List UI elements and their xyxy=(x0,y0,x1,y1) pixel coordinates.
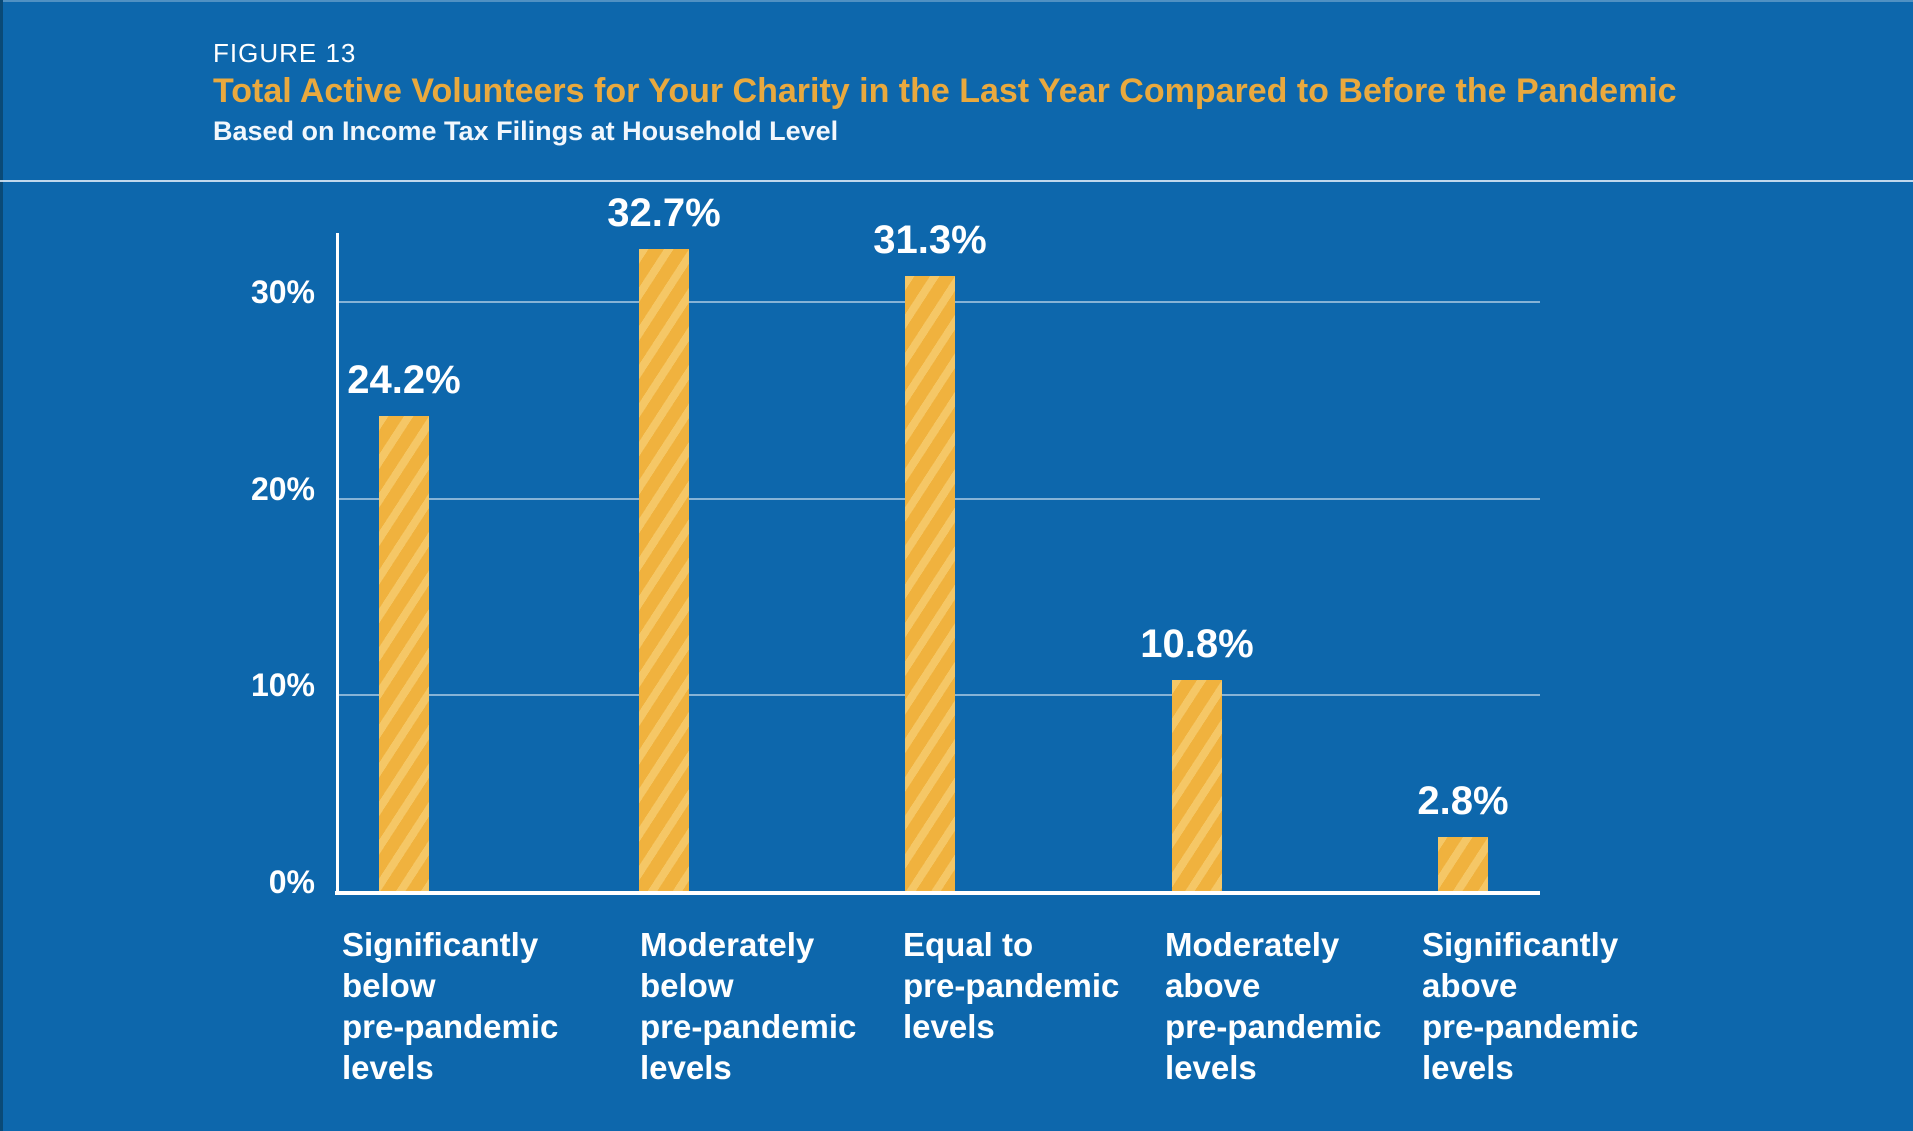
category-label-line: below xyxy=(342,967,436,1004)
bar-value-label: 31.3% xyxy=(873,218,987,262)
category-label-line: pre-pandemic xyxy=(1165,1008,1382,1045)
category-label-line: Significantly xyxy=(342,926,539,963)
category-label: Moderately below pre-pandemic levels xyxy=(640,924,890,1088)
y-tick-label: 30% xyxy=(250,273,315,310)
bar xyxy=(379,416,429,892)
category-label-line: Equal to xyxy=(903,926,1034,963)
y-tick-label: 0% xyxy=(268,864,315,900)
category-label: Significantly above pre-pandemic levels xyxy=(1422,924,1672,1088)
category-label-line: pre-pandemic xyxy=(1422,1008,1639,1045)
page-left-edge xyxy=(0,0,3,1131)
bar-value-label: 10.8% xyxy=(1140,622,1254,666)
category-label-line: Moderately xyxy=(1165,926,1340,963)
header-divider-line xyxy=(0,180,1913,182)
category-label: Moderately above pre-pandemic levels xyxy=(1165,924,1415,1088)
category-label-line: above xyxy=(1422,967,1518,1004)
figure-number-label: FIGURE 13 xyxy=(213,38,357,68)
bar xyxy=(905,276,955,892)
figure-subtitle: Based on Income Tax Filings at Household… xyxy=(213,116,839,146)
y-axis-line xyxy=(336,233,339,895)
y-tick-label: 20% xyxy=(250,470,315,507)
category-label-line: pre-pandemic xyxy=(342,1008,559,1045)
category-label: Significantly below pre-pandemic levels xyxy=(342,924,592,1088)
category-label-line: below xyxy=(640,967,734,1004)
category-label-line: pre-pandemic xyxy=(903,967,1120,1004)
category-label-line: levels xyxy=(1165,1049,1257,1086)
bar xyxy=(639,249,689,892)
category-label-line: levels xyxy=(342,1049,434,1086)
category-label-line: levels xyxy=(640,1049,732,1086)
category-label-line: levels xyxy=(903,1008,995,1045)
category-label-line: Moderately xyxy=(640,926,815,963)
category-label-line: Significantly xyxy=(1422,926,1619,963)
bar-value-label: 32.7% xyxy=(607,191,721,235)
category-label-line: above xyxy=(1165,967,1261,1004)
y-tick-label: 10% xyxy=(250,667,315,704)
x-axis-baseline xyxy=(335,891,1540,895)
bar-value-label: 2.8% xyxy=(1417,779,1509,823)
bar xyxy=(1172,680,1222,892)
figure-title: Total Active Volunteers for Your Charity… xyxy=(213,72,1677,110)
category-label-line: levels xyxy=(1422,1049,1514,1086)
category-label: Equal to pre-pandemic levels xyxy=(903,924,1153,1047)
category-label-line: pre-pandemic xyxy=(640,1008,857,1045)
bar-value-label: 24.2% xyxy=(347,358,461,402)
page-top-edge xyxy=(3,0,1913,2)
bar xyxy=(1438,837,1488,892)
